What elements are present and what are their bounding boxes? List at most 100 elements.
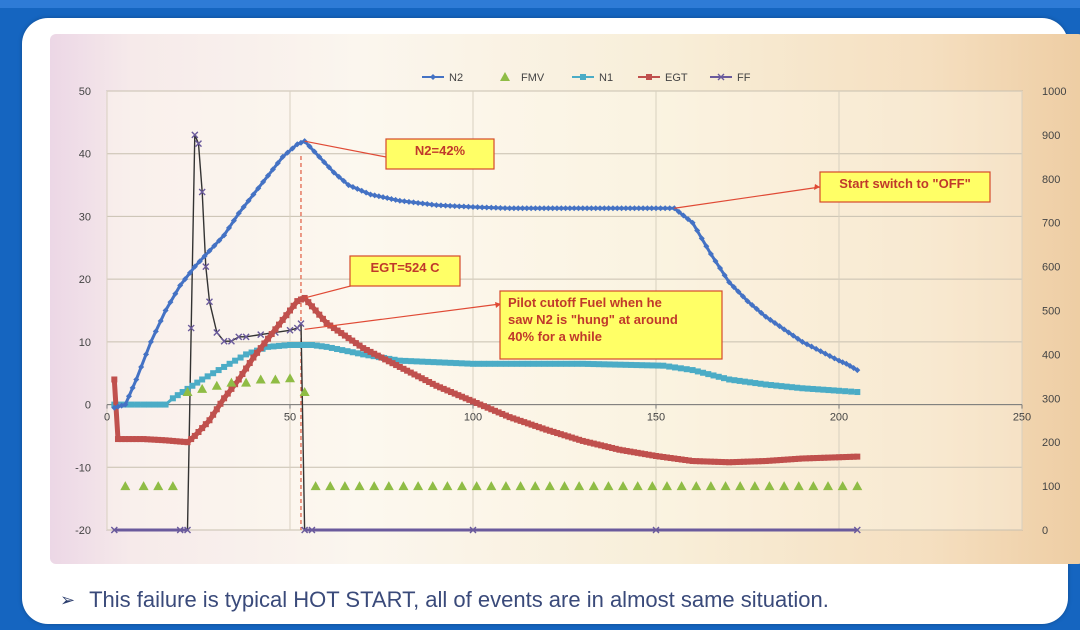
data-point <box>216 237 223 244</box>
data-point <box>199 425 206 432</box>
data-point <box>530 360 537 367</box>
data-point <box>759 458 766 465</box>
data-point <box>609 205 616 212</box>
data-point <box>550 428 557 435</box>
chart-area: 50 40 30 20 10 0 -10 -20 0 50 100 150 200 250 1000 900 8… <box>50 34 1080 564</box>
data-point <box>605 444 612 451</box>
data-point <box>177 282 184 289</box>
y-right-tick-label: 300 <box>1042 393 1060 405</box>
data-point <box>257 345 264 352</box>
data-point <box>557 360 564 367</box>
callout-line-switch <box>674 186 821 209</box>
data-point <box>563 360 570 367</box>
y-left-tick-label: -20 <box>75 525 91 537</box>
data-point <box>311 148 318 155</box>
data-point <box>313 342 320 349</box>
data-point <box>334 327 341 334</box>
data-point <box>631 205 638 212</box>
data-point <box>528 421 535 428</box>
data-point <box>718 459 725 466</box>
data-point <box>316 311 323 318</box>
data-point <box>603 481 614 491</box>
data-point <box>638 362 645 369</box>
data-point <box>407 369 414 376</box>
data-point <box>393 362 400 369</box>
data-point <box>720 375 727 382</box>
data-point <box>808 343 815 350</box>
data-point <box>825 454 832 461</box>
data-point <box>456 203 463 210</box>
data-point <box>666 205 673 212</box>
data-point <box>657 205 664 212</box>
data-point <box>400 365 407 372</box>
data-point <box>770 457 777 464</box>
data-point <box>499 410 506 417</box>
data-point <box>191 131 199 139</box>
data-point <box>843 454 850 461</box>
data-point <box>179 389 186 396</box>
data-point <box>444 387 451 394</box>
data-point <box>571 205 578 212</box>
data-point <box>638 450 645 457</box>
data-point <box>486 360 493 367</box>
data-point <box>825 387 832 394</box>
data-point <box>335 173 342 180</box>
x-tick-label: 250 <box>1013 412 1031 424</box>
data-point <box>310 481 321 491</box>
data-point <box>349 349 356 356</box>
data-point <box>254 349 261 356</box>
data-point <box>826 352 833 359</box>
data-point <box>590 361 597 368</box>
data-point <box>491 407 498 414</box>
data-point <box>781 456 788 463</box>
data-point <box>125 393 132 400</box>
data-point <box>285 373 295 383</box>
data-point <box>388 195 395 202</box>
data-point <box>458 360 465 367</box>
data-point <box>848 388 855 395</box>
callout-line-n2 <box>304 140 387 158</box>
data-point <box>839 454 846 461</box>
data-point <box>166 437 173 444</box>
data-point <box>217 400 224 407</box>
data-point <box>779 481 790 491</box>
data-point <box>846 453 853 460</box>
annotation-n2: N2=42% <box>385 138 495 170</box>
data-point <box>340 177 347 184</box>
data-point <box>814 455 821 462</box>
data-point <box>345 335 352 342</box>
data-point <box>206 417 213 424</box>
data-point <box>374 352 381 359</box>
data-point <box>158 437 165 444</box>
data-point <box>817 454 824 461</box>
data-point <box>671 455 678 462</box>
data-point <box>717 73 725 81</box>
data-point <box>429 380 436 387</box>
data-point <box>292 341 299 348</box>
data-point <box>579 205 586 212</box>
data-point <box>792 456 799 463</box>
data-point <box>793 481 804 491</box>
data-point <box>633 362 640 369</box>
bullet-arrow-icon: ➢ <box>60 589 76 610</box>
data-point <box>731 377 738 384</box>
data-point <box>627 448 634 455</box>
data-point <box>517 417 524 424</box>
data-point <box>788 456 795 463</box>
data-point <box>519 360 526 367</box>
data-point <box>187 324 195 332</box>
data-point <box>722 459 729 466</box>
data-point <box>325 481 336 491</box>
data-point <box>705 481 716 491</box>
data-point <box>276 342 283 349</box>
y-right-tick-label: 400 <box>1042 349 1060 361</box>
data-point <box>378 354 385 361</box>
data-point <box>479 204 486 211</box>
data-point <box>162 437 169 444</box>
data-point <box>297 296 304 303</box>
legend-item-ff: FF <box>710 72 751 84</box>
data-point <box>813 345 820 352</box>
data-point <box>579 360 586 367</box>
x-tick-label: 150 <box>647 412 665 424</box>
